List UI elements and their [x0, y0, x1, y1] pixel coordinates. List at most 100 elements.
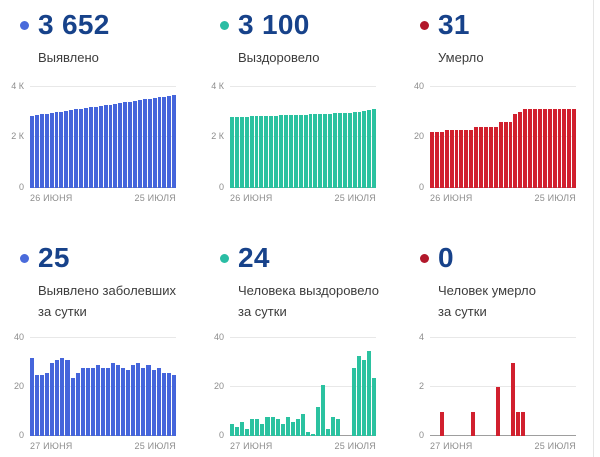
bar: [79, 108, 83, 188]
y-axis-tick-label: 4 К: [11, 80, 24, 91]
bar: [269, 115, 274, 188]
bar: [275, 419, 280, 437]
bar: [250, 419, 255, 437]
bar: [118, 103, 123, 188]
bar: [552, 109, 557, 188]
y-axis-tick-label: 0: [418, 181, 424, 192]
bar: [85, 367, 90, 437]
gridline: [430, 386, 576, 388]
bar: [295, 419, 300, 437]
stat-label: Выявлено заболевших за сутки: [38, 281, 176, 323]
bar: [95, 365, 100, 437]
bar: [280, 424, 285, 437]
stat-label-line: Выявлено: [38, 49, 99, 65]
bar: [44, 113, 49, 188]
bar: [141, 367, 146, 437]
bar: [371, 377, 376, 437]
bar: [88, 107, 93, 188]
header-text: 3 100 Выздоровело: [238, 9, 320, 69]
bar: [55, 360, 60, 437]
bar: [444, 129, 449, 188]
bar: [40, 375, 45, 437]
bar: [157, 97, 162, 188]
panel-header: 31 Умерло: [420, 0, 590, 69]
y-axis-tick-label: 2 К: [211, 131, 224, 142]
chart-total-deaths: 40 20 0 26 ИЮНЯ 25 ИЮЛЯ: [414, 81, 590, 203]
bar: [336, 419, 341, 437]
gridline: [430, 136, 576, 138]
x-axis-start-label: 27 ИЮНЯ: [230, 441, 273, 452]
bar: [308, 114, 313, 188]
deaths-legend-dot-icon: [420, 21, 429, 30]
bar: [171, 375, 176, 437]
bar: [156, 367, 161, 437]
panel-header: 3 652 Выявлено: [20, 0, 190, 69]
bar: [133, 100, 137, 188]
recovered-legend-dot-icon: [220, 21, 229, 30]
bar: [80, 367, 85, 437]
bar: [131, 365, 136, 437]
bar: [108, 104, 113, 188]
bar: [537, 109, 542, 188]
bar: [128, 101, 133, 188]
stat-value: 3 100: [238, 9, 310, 40]
bar: [166, 372, 171, 437]
bar: [372, 109, 377, 188]
panel-daily-deaths: 0 Человек умерло за сутки 4 2 0 27 ИЮНЯ 25…: [400, 229, 600, 457]
plot-area: 4 К 2 К 0: [11, 81, 177, 191]
bar: [103, 105, 108, 188]
bar-series: [230, 87, 377, 188]
bar: [439, 132, 444, 188]
bar: [300, 414, 305, 437]
bar: [513, 114, 518, 188]
x-axis-start-label: 26 ИЮНЯ: [230, 192, 273, 203]
stat-label-line: за сутки: [438, 303, 487, 319]
bar: [235, 426, 240, 437]
bar: [65, 360, 70, 437]
bar: [98, 105, 103, 188]
bar: [234, 116, 239, 188]
bar: [361, 360, 366, 437]
bar: [470, 411, 475, 437]
bar: [288, 115, 293, 188]
stat-label: Выздоровело: [238, 48, 320, 69]
y-axis-tick-label: 20: [213, 381, 224, 392]
bar: [542, 109, 547, 188]
bar: [285, 416, 290, 437]
y-axis-tick-label: 0: [18, 430, 24, 441]
bar: [93, 106, 98, 188]
bar-series: [230, 338, 376, 437]
y-axis-tick-label: 40: [213, 332, 224, 343]
bar: [121, 367, 126, 437]
bar: [356, 355, 361, 437]
bar: [254, 116, 259, 188]
bar: [567, 109, 572, 188]
bar: [259, 116, 264, 188]
bar: [298, 114, 303, 188]
bar: [105, 367, 110, 437]
bar: [352, 112, 357, 188]
bar: [230, 116, 234, 188]
stat-label: Выявлено: [38, 48, 110, 69]
gridline: [230, 186, 376, 188]
stat-label-line: Человека выздоровело: [238, 282, 379, 298]
bar: [167, 96, 172, 188]
bar: [464, 129, 469, 188]
bar: [240, 421, 245, 437]
panel-header: 3 100 Выздоровело: [220, 0, 390, 69]
plot-area: 40 20 0: [214, 333, 376, 440]
bar: [321, 384, 326, 437]
bar: [152, 98, 157, 188]
bar: [136, 362, 141, 437]
bar: [483, 127, 488, 188]
stat-label-line: Выздоровело: [238, 49, 320, 65]
bar: [503, 121, 508, 188]
panel-total-deaths: 31 Умерло 40 20 0 26 ИЮНЯ 25 ИЮЛЯ: [400, 0, 600, 229]
bar: [311, 433, 316, 437]
y-axis-tick-label: 2: [418, 381, 424, 392]
bar: [142, 99, 147, 188]
header-text: 24 Человека выздоровело за сутки: [238, 242, 379, 322]
plot-area: 4 К 2 К 0: [211, 81, 377, 191]
bar: [316, 407, 321, 437]
